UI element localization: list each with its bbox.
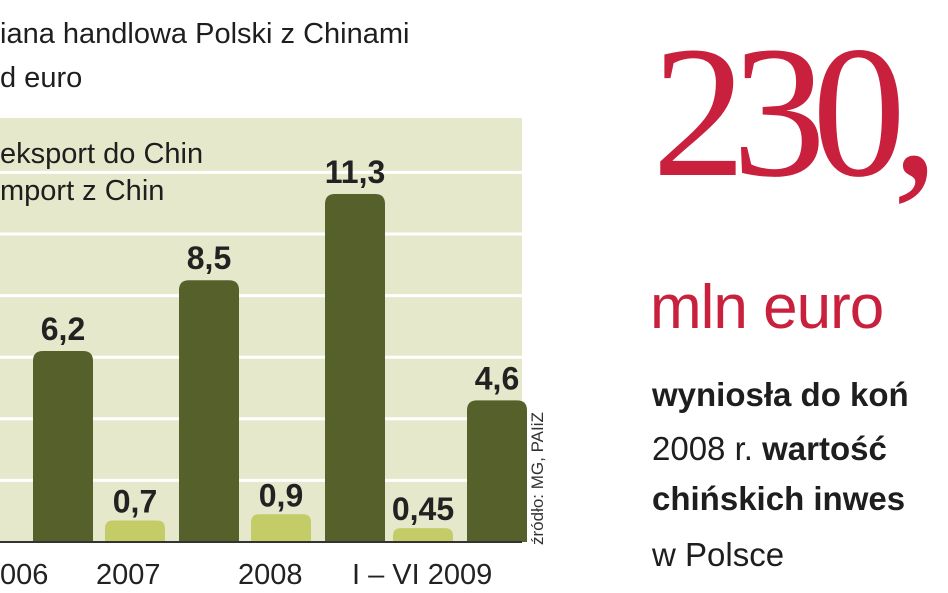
callout-text-line2: 2008 r. wartość (652, 430, 887, 468)
callout-number: 230, (652, 7, 939, 216)
value-label-import: 4,6 (475, 360, 519, 396)
bar-import (179, 280, 239, 542)
value-label-export: 0,45 (392, 491, 454, 527)
callout-text-line4: w Polsce (652, 536, 784, 574)
callout-text-line2-bold: wartość (762, 430, 887, 467)
bar-import (325, 193, 385, 542)
value-label-export: 0,9 (259, 477, 303, 513)
callout-text-line1-span: wyniosła do koń (652, 376, 909, 413)
value-label-import: 11,3 (325, 154, 386, 190)
bar-export (105, 520, 165, 542)
chart-title-line2: d euro (0, 62, 83, 94)
chart-title-line1: iana handlowa Polski z Chinami (0, 18, 410, 50)
bar-import (33, 351, 93, 542)
legend-export: eksport do Chin (0, 138, 204, 170)
chart-source: źródło: MG, PAIiZ (528, 412, 547, 545)
category-label: 006 (0, 559, 48, 591)
callout-text-line3: chińskich inwes (652, 480, 905, 518)
callout-text-line4-span: w Polsce (652, 536, 785, 573)
bar-export (251, 514, 311, 542)
value-label-import: 8,5 (187, 240, 231, 276)
callout-text-line1: wyniosła do koń (652, 376, 909, 414)
value-label-export: 0,7 (113, 483, 157, 519)
bar-import (467, 400, 527, 542)
callout-text-line3-span: chińskich inwes (652, 480, 906, 517)
legend-import: mport z Chin (0, 175, 165, 207)
trade-bar-chart: 6,2 006 0,7 8,5 2007 0,9 11,3 2008 0,45 4,6 I – VI… (0, 118, 527, 591)
bar-export (393, 528, 453, 542)
callout-text-line2-normal: 2008 r. (652, 430, 763, 467)
callout-unit: mln euro (650, 273, 884, 342)
category-label: 2008 (238, 559, 303, 591)
value-label-import: 6,2 (41, 311, 85, 347)
category-label: 2007 (96, 559, 161, 591)
category-label: I – VI 2009 (352, 559, 492, 591)
